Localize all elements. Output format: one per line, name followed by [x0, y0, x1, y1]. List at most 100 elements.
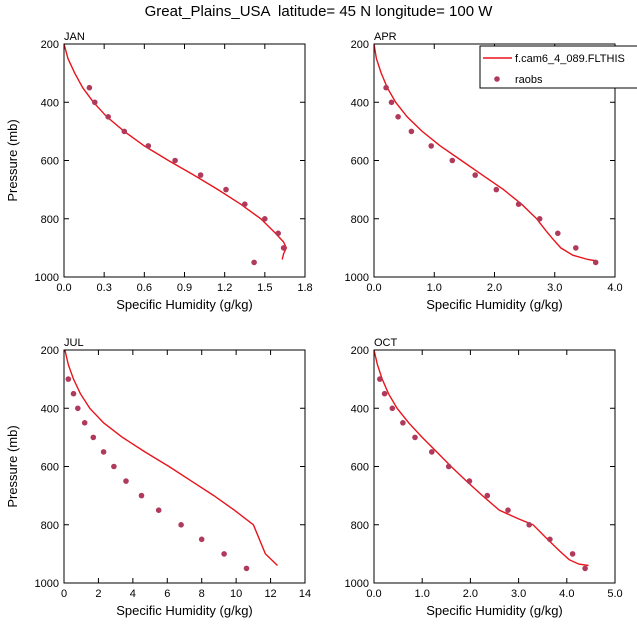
x-tick-label: 1.8 — [297, 282, 312, 294]
obs-point — [573, 245, 579, 251]
obs-point — [197, 172, 204, 178]
y-tick-label: 200 — [351, 345, 369, 357]
panel-apr: 0.0 1.0 2.0 3.0 4.0 200 400 600 800 1000 APR Specif… — [345, 31, 623, 312]
obs-point — [105, 114, 111, 120]
obs-point — [242, 201, 248, 207]
legend-box — [479, 45, 637, 89]
y-tick-label: 400 — [41, 97, 59, 109]
obs-point — [582, 565, 588, 572]
obs-point — [92, 99, 98, 106]
x-tick-label: 8 — [199, 588, 205, 600]
y-tick-label: 400 — [351, 97, 369, 109]
obs-point — [65, 376, 72, 382]
panel-jan: 0.0 0.3 0.6 0.9 1.2 1.5 1.8 200 400 600 800 1000 JAN… — [5, 31, 313, 312]
x-tick-label: 1.2 — [217, 282, 232, 294]
obs-point — [383, 84, 389, 91]
obs-point — [111, 463, 117, 470]
x-tick-label: 14 — [299, 588, 311, 600]
obs-point — [484, 492, 491, 499]
panel-label: JAN — [64, 31, 85, 43]
obs-point — [526, 522, 532, 528]
y-tick-label: 1000 — [345, 272, 369, 284]
obs-point — [569, 551, 576, 557]
x-tick-label: 1.0 — [427, 282, 442, 294]
y-tick-label: 600 — [351, 462, 369, 474]
panel-oct: 0.0 1.0 2.0 3.0 4.0 5.0 200 400 600 800 1000 OCT Spe… — [345, 337, 623, 618]
y-tick-label: 1000 — [345, 578, 369, 590]
x-axis-title: Specific Humidity (g/kg) — [116, 603, 253, 618]
obs-point — [429, 449, 435, 455]
y-tick-label: 1000 — [35, 578, 59, 590]
x-tick-label: 0.6 — [137, 282, 152, 294]
x-tick-label: 2.0 — [463, 588, 478, 600]
y-tick-label: 400 — [41, 403, 59, 415]
x-tick-label: 12 — [264, 588, 276, 600]
x-tick-label: 2.0 — [487, 282, 502, 294]
y-tick-label: 600 — [41, 156, 59, 168]
obs-point — [81, 420, 88, 426]
obs-point — [90, 434, 97, 441]
y-tick-label: 600 — [351, 156, 369, 168]
x-tick-label: 4 — [130, 588, 136, 600]
obs-point — [555, 230, 561, 237]
y-tick-label: 800 — [41, 214, 59, 226]
x-tick-label: 5.0 — [607, 588, 622, 600]
model-line — [64, 44, 288, 260]
obs-point — [400, 420, 406, 426]
obs-point — [145, 143, 152, 149]
y-tick-label: 200 — [41, 345, 59, 357]
obs-point — [178, 522, 184, 528]
obs-point — [138, 492, 145, 499]
obs-point — [262, 216, 268, 222]
x-tick-label: 0 — [61, 588, 67, 600]
obs-point — [445, 463, 452, 470]
obs-point — [155, 507, 162, 513]
obs-point — [223, 186, 229, 193]
x-tick-label: 4.0 — [559, 588, 574, 600]
y-tick-label: 1000 — [35, 272, 59, 284]
obs-point — [198, 536, 205, 543]
x-tick-label: 0.3 — [97, 282, 112, 294]
x-tick-label: 10 — [230, 588, 242, 600]
panel-label: JUL — [64, 337, 84, 349]
x-tick-label: 1.0 — [415, 588, 430, 600]
obs-point — [275, 230, 282, 237]
panel-jul: 0 2 4 6 8 10 12 14 200 400 600 800 1000 JUL Specific H… — [5, 337, 311, 618]
x-tick-label: 0.0 — [366, 282, 381, 294]
x-tick-label: 2 — [95, 588, 101, 600]
plot-frame — [63, 43, 306, 278]
obs-point — [466, 478, 473, 484]
obs-point — [388, 99, 395, 106]
x-tick-label: 6 — [164, 588, 170, 600]
y-axis-title: Pressure (mb) — [5, 119, 20, 201]
legend-label-model: f.cam6_4_089.FLTHIS — [515, 53, 625, 65]
obs-point — [395, 114, 401, 120]
obs-point — [389, 405, 396, 412]
y-tick-label: 800 — [351, 520, 369, 532]
x-tick-label: 1.5 — [257, 282, 272, 294]
plot-frame — [373, 349, 616, 584]
x-axis-title: Specific Humidity (g/kg) — [426, 297, 563, 312]
obs-point — [592, 259, 599, 266]
y-tick-label: 200 — [351, 39, 369, 51]
panel-label: APR — [374, 31, 397, 43]
figure-title: Great_Plains_USA latitude= 45 N longitud… — [144, 3, 493, 20]
x-axis-title: Specific Humidity (g/kg) — [116, 297, 253, 312]
model-line — [374, 350, 589, 567]
obs-point — [280, 245, 287, 251]
x-axis-title: Specific Humidity (g/kg) — [426, 603, 563, 618]
obs-point — [408, 128, 415, 135]
obs-point — [449, 157, 456, 164]
y-tick-label: 800 — [351, 214, 369, 226]
obs-point — [123, 478, 129, 484]
obs-point — [377, 376, 383, 382]
obs-point — [428, 143, 435, 149]
obs-point — [515, 201, 522, 207]
y-tick-label: 200 — [41, 39, 59, 51]
obs-point — [121, 128, 128, 135]
model-line — [64, 350, 278, 567]
obs-point — [100, 449, 107, 455]
obs-point — [172, 157, 178, 164]
